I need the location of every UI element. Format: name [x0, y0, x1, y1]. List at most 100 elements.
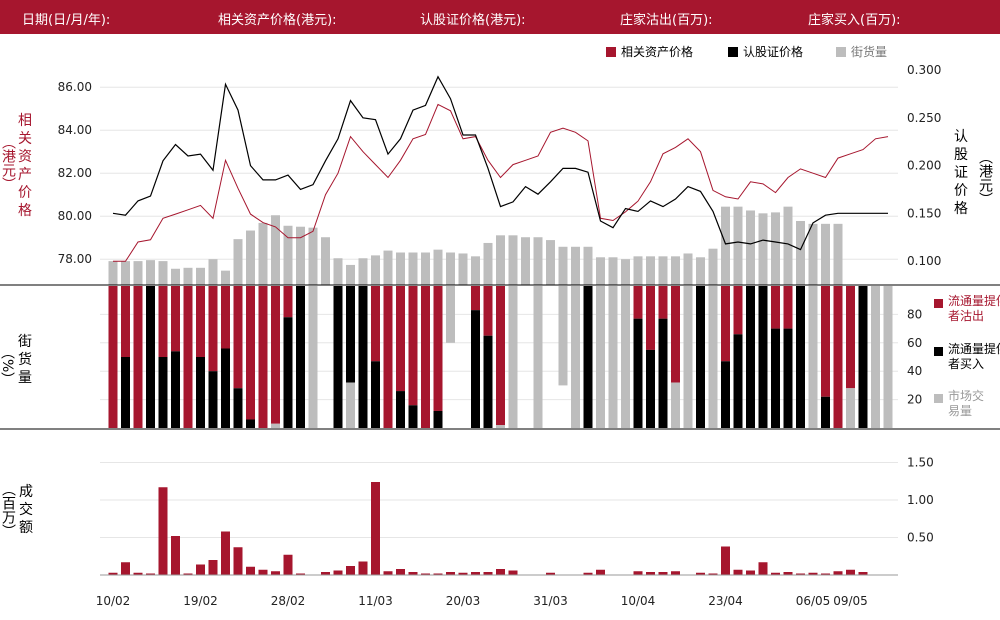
- right-tick-mid: 40: [907, 364, 922, 378]
- turnover-bar: [408, 572, 418, 575]
- mm-buy-bar: [146, 286, 155, 428]
- turnover-bar: [546, 572, 555, 575]
- mm-sell-bar: [433, 286, 443, 411]
- turnover-bar: [221, 531, 230, 575]
- mm-buy-bar: [358, 286, 368, 428]
- legend-market[interactable]: 市场交易量: [934, 389, 988, 419]
- mm-sell-bar: [633, 286, 643, 319]
- turnover-bar: [808, 572, 818, 575]
- turnover-bar: [646, 572, 655, 575]
- outstanding-bar: [721, 206, 730, 285]
- turnover-bar: [771, 572, 780, 575]
- outstanding-bar: [171, 268, 180, 285]
- x-tick-label: 10/04: [621, 594, 656, 608]
- legend-mm-buy[interactable]: 流通量提供者买入: [934, 342, 1000, 372]
- mm-sell-bar: [483, 286, 493, 336]
- right-tick-mid: 60: [907, 336, 922, 350]
- mm-sell-label: 庄家沽出(百万):: [620, 13, 713, 28]
- x-tick-label: 09/05: [833, 594, 868, 608]
- outstanding-bar: [746, 210, 755, 285]
- turnover-bar: [208, 560, 218, 575]
- outstanding-bar: [221, 270, 230, 285]
- turnover-bar: [821, 573, 830, 575]
- outstanding-bar: [233, 239, 243, 285]
- asset-price-label: 相关资产价格(港元):: [218, 13, 337, 28]
- turnover-bar: [158, 487, 168, 575]
- left-axis-unit-top: （港元）: [0, 135, 16, 191]
- legend-outstanding[interactable]: 街货量: [836, 43, 887, 60]
- left-tick-top: 84.00: [58, 123, 92, 137]
- market-bar: [846, 388, 855, 428]
- outstanding-bar: [321, 237, 330, 285]
- legend-mm-sell[interactable]: 流通量提供者沽出: [934, 294, 1000, 324]
- warrant-price-label: 认股证价格(港元):: [420, 13, 526, 28]
- mm-sell-bar: [158, 286, 168, 357]
- turnover-bar: [733, 569, 743, 575]
- legend-warrant-price[interactable]: 认股证价格: [728, 43, 803, 60]
- outstanding-bar: [796, 220, 805, 285]
- left-tick-top: 86.00: [58, 80, 92, 94]
- outstanding-bar: [683, 253, 693, 285]
- mm-sell-bar: [121, 286, 130, 357]
- mm-buy-bar: [346, 286, 355, 383]
- outstanding-bar: [121, 261, 130, 285]
- turnover-bar: [633, 571, 643, 575]
- turnover-bar: [858, 572, 868, 575]
- mm-buy-label: 庄家买入(百万):: [808, 13, 901, 28]
- legend-asset-price[interactable]: 相关资产价格: [606, 43, 693, 60]
- outstanding-bar: [346, 264, 355, 285]
- outstanding-bar: [783, 206, 793, 285]
- mm-buy-bar: [396, 391, 405, 428]
- outstanding-bar: [646, 256, 655, 285]
- mm-sell-bar: [233, 286, 243, 389]
- mm-buy-bar: [221, 348, 230, 428]
- info-header: 日期(日/月/年): 相关资产价格(港元): 认股证价格(港元): 庄家沽出(百…: [0, 0, 1000, 34]
- right-tick-bot: 0.50: [907, 531, 934, 545]
- x-tick-label: 31/03: [533, 594, 568, 608]
- legend-mm-buy-text: 流通量提供者买入: [948, 342, 1000, 371]
- x-tick-label: 23/04: [708, 594, 743, 608]
- market-bar: [346, 382, 355, 428]
- mm-buy-bar: [696, 286, 705, 428]
- mm-sell-bar: [371, 286, 380, 362]
- turnover-bar: [296, 573, 305, 575]
- mm-buy-bar: [821, 396, 830, 428]
- mm-sell-bar: [671, 286, 680, 383]
- mm-buy-bar: [196, 357, 205, 428]
- outstanding-bar: [358, 258, 368, 285]
- outstanding-bar: [821, 223, 830, 285]
- market-bar: [708, 286, 718, 428]
- turnover-bar: [583, 572, 593, 575]
- market-bar: [608, 286, 618, 428]
- outstanding-bar: [583, 246, 593, 285]
- outstanding-bar: [771, 212, 780, 285]
- market-bar: [533, 286, 543, 428]
- market-bar: [508, 286, 518, 428]
- mm-sell-bar: [271, 286, 280, 424]
- legend-swatch-black: [728, 47, 738, 57]
- mm-sell-bar: [471, 286, 480, 311]
- turnover-bar: [796, 573, 805, 575]
- left-tick-top: 78.00: [58, 252, 92, 266]
- market-bar: [671, 382, 680, 428]
- outstanding-bar: [308, 227, 318, 285]
- turnover-bar: [483, 572, 493, 575]
- turnover-bar: [471, 572, 480, 575]
- outstanding-bar: [371, 255, 380, 285]
- mm-sell-bar: [658, 286, 668, 319]
- left-axis-unit-bot: （百万）: [0, 482, 16, 538]
- legend-outstanding-text: 街货量: [851, 45, 888, 59]
- mm-sell-bar: [833, 286, 843, 428]
- outstanding-bar: [808, 223, 818, 285]
- right-axis-title-top: 认股证价格: [954, 129, 968, 217]
- outstanding-bar: [521, 237, 530, 285]
- right-tick-mid: 20: [907, 393, 922, 407]
- mm-buy-bar: [746, 286, 755, 428]
- mm-buy-bar: [283, 317, 293, 428]
- outstanding-bar: [496, 235, 505, 285]
- turnover-bar: [321, 572, 330, 575]
- outstanding-bar: [196, 267, 205, 285]
- outstanding-bar: [571, 246, 580, 285]
- mm-buy-bar: [433, 410, 443, 428]
- outstanding-bar: [421, 252, 430, 285]
